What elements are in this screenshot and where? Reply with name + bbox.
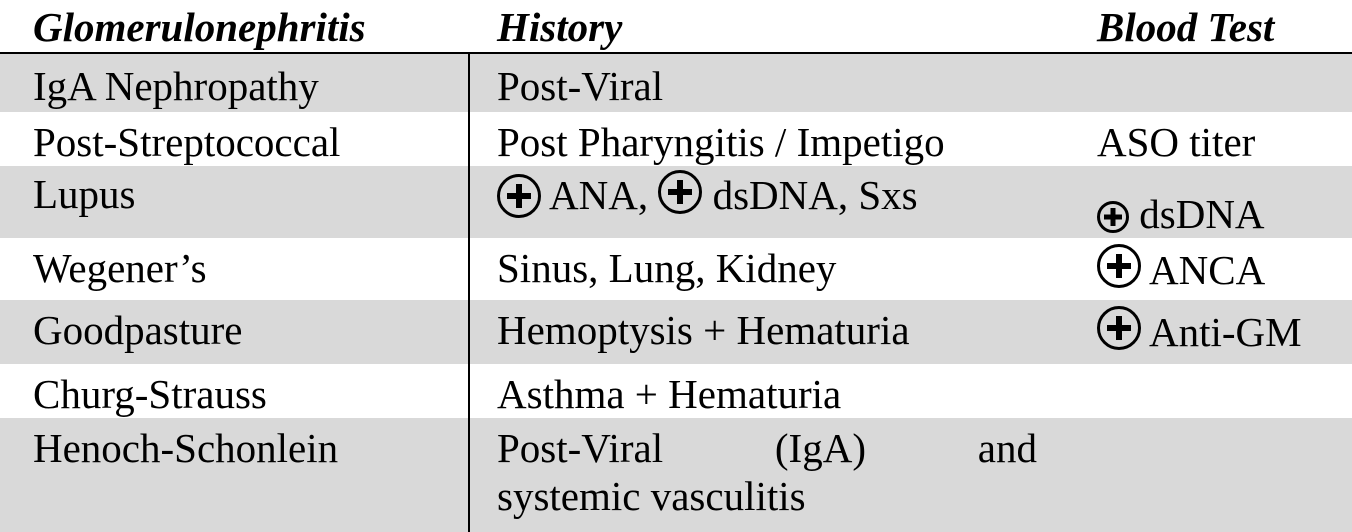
cell-history: Hemoptysis + Hematuria bbox=[497, 307, 910, 353]
history-word: Post-Viral bbox=[497, 425, 664, 471]
table-row: Post-Streptococcal Post Pharyngitis / Im… bbox=[0, 112, 1352, 166]
cell-condition: Wegener’s bbox=[33, 245, 207, 291]
header-glomerulonephritis: Glomerulonephritis bbox=[33, 4, 366, 50]
cell-history: Post-Viral bbox=[497, 63, 664, 109]
cell-condition: Lupus bbox=[33, 171, 136, 217]
cell-history: Post-Viral (IgA) and systemic vasculitis bbox=[497, 424, 1037, 520]
cell-blood-test: ANCA bbox=[1097, 244, 1266, 294]
header-history: History bbox=[497, 4, 623, 50]
table-row: IgA Nephropathy Post-Viral bbox=[0, 54, 1352, 112]
cell-condition: Churg-Strauss bbox=[33, 371, 267, 417]
plus-circle-icon bbox=[1097, 306, 1141, 350]
cell-blood-test: dsDNA bbox=[1097, 190, 1265, 238]
plus-circle-icon bbox=[497, 174, 541, 218]
cell-history: ANA, dsDNA, Sxs bbox=[497, 170, 918, 218]
cell-condition: IgA Nephropathy bbox=[33, 63, 319, 109]
plus-circle-icon bbox=[658, 170, 703, 214]
table-row: Wegener’s Sinus, Lung, Kidney ANCA bbox=[0, 238, 1352, 300]
cell-history: Asthma + Hematuria bbox=[497, 371, 842, 417]
cell-condition: Post-Streptococcal bbox=[33, 119, 341, 165]
blood-anti-gm: Anti-GM bbox=[1149, 309, 1302, 355]
table-header: Glomerulonephritis History Blood Test bbox=[0, 0, 1352, 54]
history-dsdna: dsDNA, Sxs bbox=[712, 172, 918, 218]
cell-history: Post Pharyngitis / Impetigo bbox=[497, 119, 945, 165]
cell-blood-test: Anti-GM bbox=[1097, 306, 1302, 356]
table-row: Goodpasture Hemoptysis + Hematuria Anti-… bbox=[0, 300, 1352, 364]
blood-anca: ANCA bbox=[1149, 247, 1266, 293]
table-row: Churg-Strauss Asthma + Hematuria bbox=[0, 364, 1352, 418]
history-line-2: systemic vasculitis bbox=[497, 473, 806, 519]
cell-condition: Henoch-Schonlein bbox=[33, 425, 339, 471]
header-blood-test: Blood Test bbox=[1097, 4, 1275, 50]
table-row: Henoch-Schonlein Post-Viral (IgA) and sy… bbox=[0, 418, 1352, 532]
blood-dsdna: dsDNA bbox=[1139, 191, 1265, 237]
cell-blood-test: ASO titer bbox=[1097, 119, 1256, 165]
history-word: and bbox=[977, 425, 1037, 471]
plus-circle-icon bbox=[1097, 200, 1129, 233]
table-row: Lupus ANA, dsDNA, Sxs dsDNA bbox=[0, 166, 1352, 238]
column-divider bbox=[468, 54, 470, 532]
cell-history: Sinus, Lung, Kidney bbox=[497, 245, 837, 291]
history-ana: ANA, bbox=[549, 172, 649, 218]
plus-circle-icon bbox=[1097, 244, 1141, 288]
history-word: (IgA) bbox=[774, 425, 866, 471]
cell-condition: Goodpasture bbox=[33, 307, 243, 353]
history-line-1: Post-Viral (IgA) and bbox=[497, 424, 1037, 472]
